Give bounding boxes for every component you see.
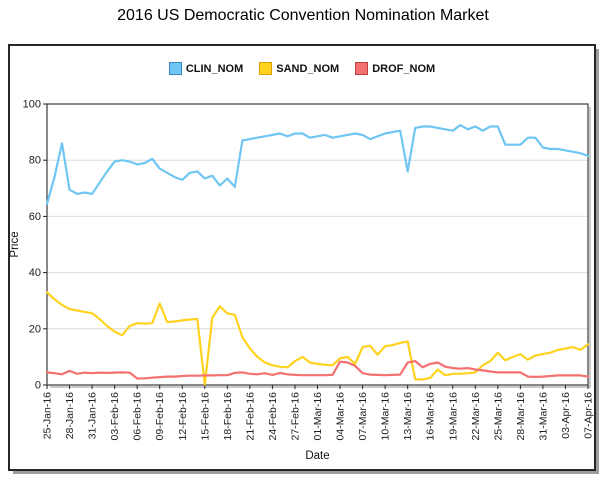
x-tick-label: 16-Mar-16	[425, 392, 437, 441]
plot-area: 0 20 40 60 80 100 25-Jan-16 28-Jan-16 31-Jan-16 0…	[10, 99, 595, 463]
x-tick-label: 03-Apr-16	[560, 392, 572, 439]
x-tick-label: 21-Feb-16	[244, 392, 256, 441]
y-tick-label: 60	[29, 211, 41, 223]
legend-label: DROF_NOM	[372, 62, 436, 75]
y-tick-label: 20	[29, 323, 41, 335]
legend-swatch-icon	[168, 62, 182, 75]
x-tick-label: 07-Mar-16	[357, 392, 369, 441]
plot-frame	[46, 103, 589, 386]
x-tick-label: 04-Mar-16	[335, 392, 347, 441]
series-line-SAND_NOM	[45, 291, 590, 386]
legend: CLIN_NOM SAND_NOM DROF_NOM	[10, 62, 594, 75]
y-axis-title: Price	[10, 231, 21, 257]
x-tick-label: 28-Mar-16	[515, 392, 527, 441]
x-tick-label: 28-Jan-16	[64, 392, 76, 439]
x-tick-label: 01-Mar-16	[312, 392, 324, 441]
y-tick-label: 80	[29, 155, 41, 167]
legend-swatch-icon	[259, 62, 273, 75]
x-tick-label: 06-Feb-16	[132, 392, 144, 441]
x-tick-label: 15-Feb-16	[199, 392, 211, 441]
x-tick-label: 10-Mar-16	[380, 392, 392, 441]
x-tick-label: 19-Mar-16	[447, 392, 459, 441]
y-tick-label: 100	[23, 99, 41, 111]
x-tick-label: 25-Jan-16	[42, 392, 54, 439]
x-tick-label: 27-Feb-16	[289, 392, 301, 441]
y-tick-label: 0	[35, 380, 41, 392]
x-axis-title: Date	[305, 450, 329, 462]
x-tick-label: 07-Apr-16	[583, 392, 595, 439]
chart-frame: CLIN_NOM SAND_NOM DROF_NOM 0 20 40 60 80 100 25-…	[8, 44, 596, 471]
x-tick-label: 25-Mar-16	[492, 392, 504, 441]
x-tick-label: 09-Feb-16	[154, 392, 166, 441]
x-tick-label: 22-Mar-16	[470, 392, 482, 441]
legend-label: CLIN_NOM	[185, 62, 244, 75]
legend-label: SAND_NOM	[276, 62, 340, 75]
legend-swatch-icon	[355, 62, 369, 75]
x-tick-label: 13-Mar-16	[402, 392, 414, 441]
series-line-CLIN_NOM	[45, 123, 590, 205]
x-tick-label: 18-Feb-16	[222, 392, 234, 441]
x-tick-label: 12-Feb-16	[177, 392, 189, 441]
legend-item-SAND_NOM: SAND_NOM	[259, 62, 339, 75]
legend-item-DROF_NOM: DROF_NOM	[355, 62, 435, 75]
y-tick-label: 40	[29, 267, 41, 279]
x-tick-label: 31-Mar-16	[537, 392, 549, 441]
x-tick-label: 31-Jan-16	[87, 392, 99, 439]
legend-item-CLIN_NOM: CLIN_NOM	[168, 62, 244, 75]
chart-title: 2016 US Democratic Convention Nomination…	[117, 7, 489, 24]
series-line-DROF_NOM	[45, 360, 590, 380]
x-tick-label: 24-Feb-16	[267, 392, 279, 441]
x-tick-label: 03-Feb-16	[109, 392, 121, 441]
